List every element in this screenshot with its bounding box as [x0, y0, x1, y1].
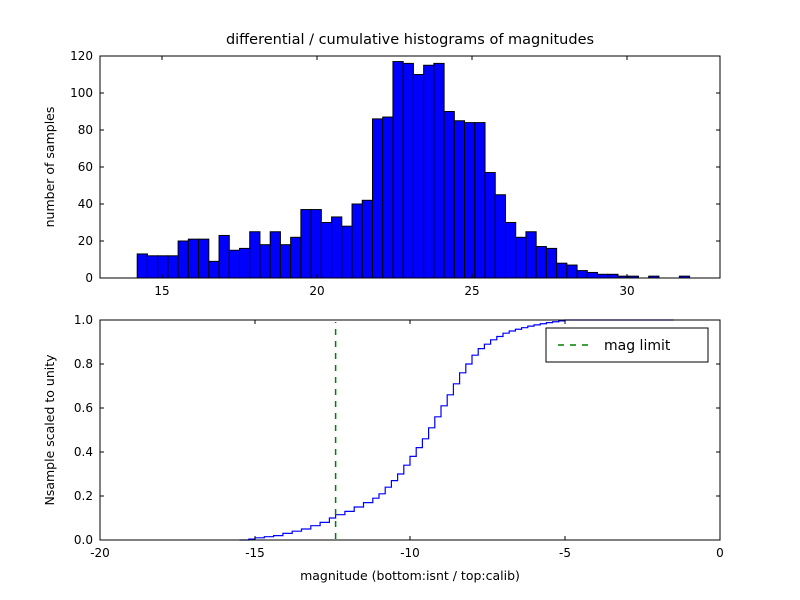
- x-tick-label: 15: [154, 284, 169, 298]
- y-tick-label: 20: [78, 234, 93, 248]
- x-tick-label: 20: [309, 284, 324, 298]
- y-tick-label: 0.2: [74, 489, 93, 503]
- y-tick-label: 80: [78, 123, 93, 137]
- y-tick-label: 0.6: [74, 401, 93, 415]
- histogram-bar: [177, 240, 189, 279]
- histogram-bar: [515, 236, 527, 279]
- histogram-bar: [320, 222, 333, 279]
- histogram-bar: [208, 260, 220, 279]
- histogram-bar: [443, 111, 455, 279]
- y-tick-label: 100: [70, 86, 93, 100]
- histogram-bar: [607, 273, 619, 279]
- y-tick-label: 120: [70, 49, 93, 63]
- histogram-bar: [474, 122, 486, 279]
- histogram-bar: [576, 270, 588, 279]
- y-axis-label: number of samples: [42, 107, 57, 228]
- x-axis-label: magnitude (bottom:isnt / top:calib): [300, 568, 520, 583]
- x-tick-label: -5: [559, 546, 571, 560]
- histogram-bar: [525, 231, 537, 279]
- x-tick-label: 0: [716, 546, 724, 560]
- histogram-bar: [157, 255, 169, 279]
- histogram-bar: [187, 238, 200, 279]
- histogram-bar: [412, 74, 425, 279]
- histogram-bar: [433, 62, 445, 279]
- cumulative-step-line: [239, 319, 674, 541]
- histogram-bar: [597, 273, 609, 279]
- legend-label: mag limit: [604, 338, 671, 354]
- histogram-bar: [167, 255, 179, 279]
- histogram-bar: [290, 236, 302, 279]
- histogram-bar: [484, 172, 496, 279]
- histogram-bar: [300, 209, 312, 279]
- histogram-bar: [146, 255, 159, 279]
- subplot-histogram: 15 20 25 30 0 20 40 60 80 100 120 differential / cu…: [42, 32, 721, 298]
- x-tick-label: -15: [245, 546, 265, 560]
- y-tick-label: 60: [78, 160, 93, 174]
- histogram-bar: [136, 253, 148, 279]
- histogram-bar: [259, 244, 271, 279]
- histogram-bar: [545, 247, 558, 279]
- y-tick-label: 0: [85, 271, 93, 285]
- histogram-bar: [239, 247, 251, 279]
- y-axis-label: Nsample scaled to unity: [42, 354, 57, 506]
- histogram-bar: [392, 61, 404, 279]
- histogram-bar: [198, 238, 210, 279]
- chart-title: differential / cumulative histograms of …: [226, 32, 594, 48]
- histogram-bar: [279, 244, 292, 279]
- histogram-bar: [228, 249, 241, 279]
- histogram-bar: [453, 120, 466, 279]
- y-tick-label: 1.0: [74, 313, 93, 327]
- x-tick-label: -10: [400, 546, 420, 560]
- y-tick-label: 40: [78, 197, 93, 211]
- subplot-cumulative: -20 -15 -10 -5 0 0.0 0.2 0.4 0.6 0.8 1.0 magnitude …: [42, 313, 724, 583]
- y-tick-label: 0.0: [74, 533, 93, 547]
- y-tick-label: 0.4: [74, 445, 93, 459]
- histogram-bar: [341, 225, 353, 279]
- histogram-bar: [371, 118, 384, 279]
- histogram-bar: [351, 203, 363, 279]
- histogram-bar: [310, 209, 322, 279]
- histogram-bar: [535, 246, 547, 279]
- histogram-bar: [494, 194, 506, 279]
- histogram-bar: [249, 231, 261, 279]
- histogram-bar: [423, 64, 435, 279]
- x-tick-label: 30: [619, 284, 634, 298]
- histogram-bar: [382, 116, 394, 279]
- histogram-bar: [504, 222, 517, 279]
- histogram-bar: [464, 122, 476, 279]
- histogram-bar: [269, 231, 281, 279]
- histogram-bar: [556, 262, 568, 279]
- x-tick-label: 25: [464, 284, 479, 298]
- histogram-bar: [566, 264, 578, 279]
- x-tick-label: -20: [90, 546, 110, 560]
- y-tick-label: 0.8: [74, 357, 93, 371]
- histogram-bar: [361, 199, 373, 279]
- histogram-bar: [218, 234, 230, 279]
- histogram-bar: [402, 62, 414, 279]
- histogram-bar: [586, 271, 599, 279]
- histogram-bar: [331, 216, 343, 279]
